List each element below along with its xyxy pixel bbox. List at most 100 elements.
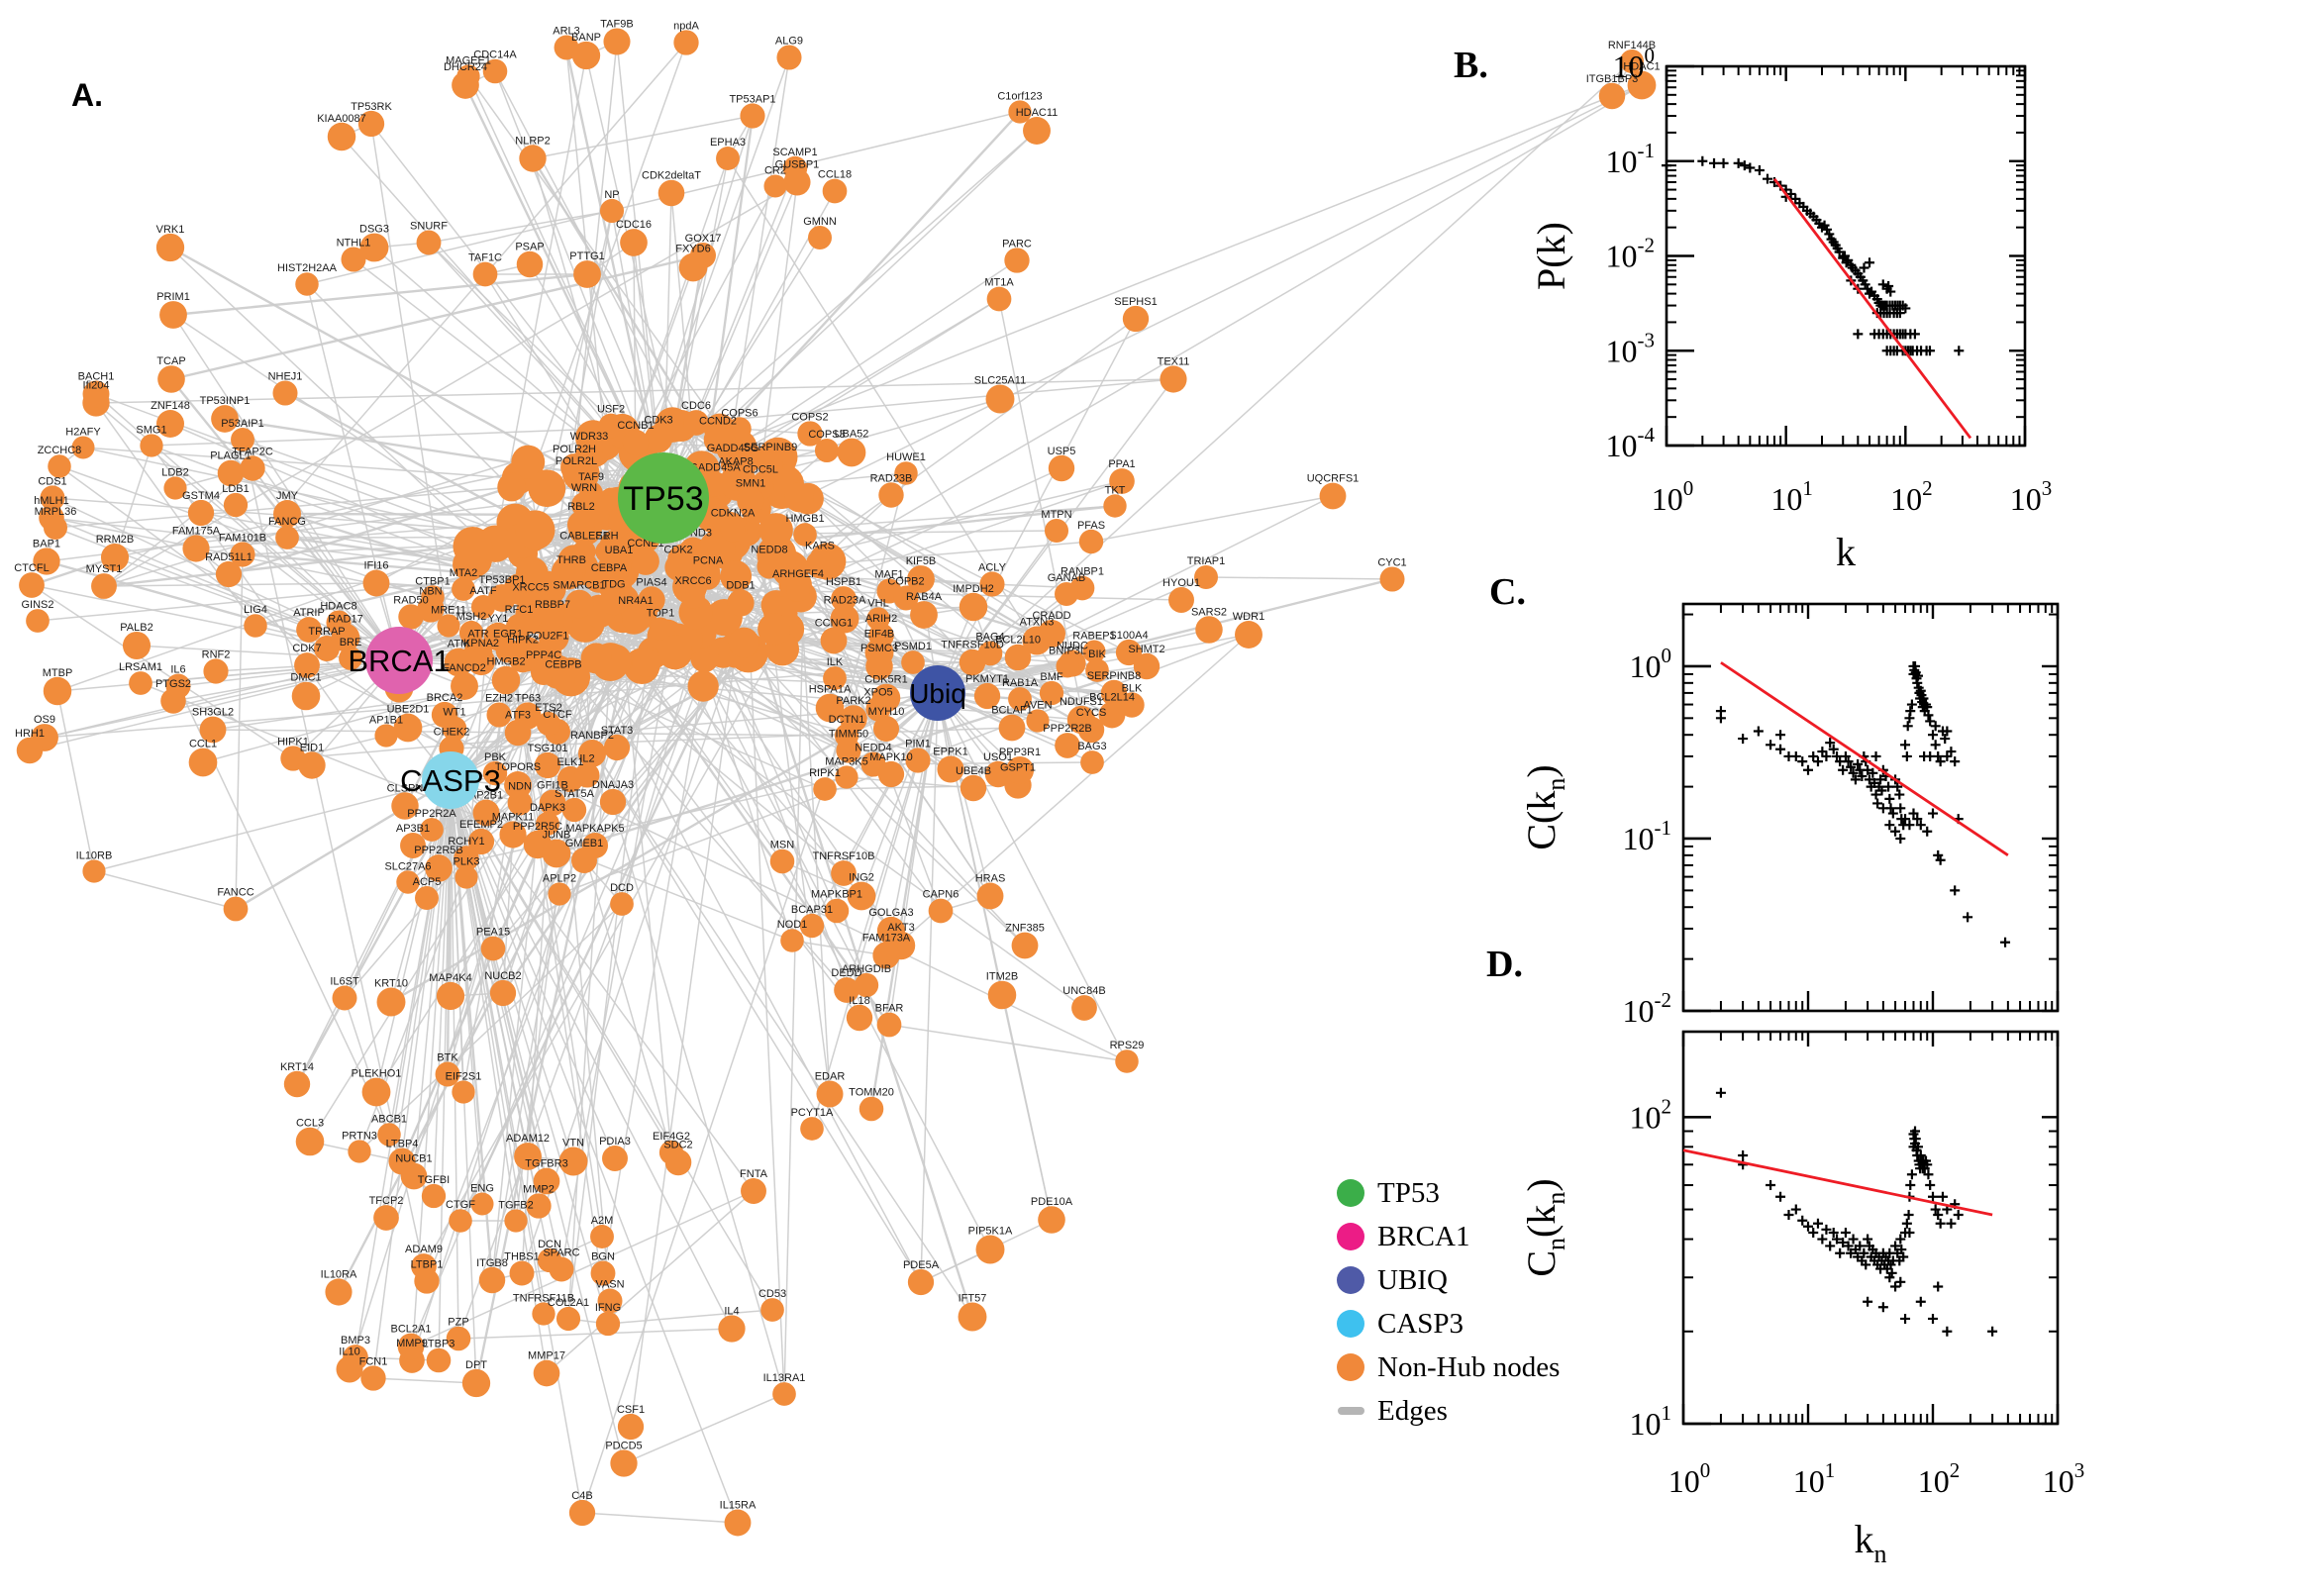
node-label: NEDD4 [855,742,891,753]
node-label: DDB1 [726,579,755,591]
chart-neighborhood-connectivity: 102 101 100 101 102 103 Cn(kn) kn [1525,1030,2084,1568]
network-node [959,592,988,622]
data-point-marker [1904,820,1915,831]
node-label: DCN [538,1239,561,1250]
node-label: RIPK1 [809,767,841,779]
node-label: ENG [470,1182,494,1194]
data-point-marker [1766,740,1776,750]
data-point-marker [1853,329,1864,340]
node-label: IL10RA [321,1268,357,1280]
legend-item-label: TP53 [1377,1176,1440,1209]
node-label: CAPN6 [923,889,960,901]
node-label: MMP9 [396,1338,428,1349]
y-axis-tick-label: 10-2 [1606,234,1656,274]
node-label: THRB [556,554,586,566]
data-point-marker [1886,1267,1897,1278]
chart-degree-distribution: 100 10-1 10-2 10-3 10-4 100 101 102 103 P(k) k [1529,44,2052,574]
node-label: TGFBI [418,1174,450,1186]
data-point-marker [1922,1159,1933,1170]
network-node [783,168,811,196]
data-point-marker [1835,1247,1846,1258]
node-label: PRTN3 [342,1130,377,1142]
brca1-swatch-icon [1337,1223,1364,1250]
node-label: HRAS [975,873,1006,885]
network-node [325,1278,353,1306]
node-label: RNF144B [1608,40,1656,51]
network-node [217,459,245,487]
hub-label: Ubiq [909,678,966,709]
node-label: HRH1 [15,728,45,740]
network-edge [103,582,377,587]
node-label: IMPDH2 [953,583,994,595]
data-point-marker [1715,706,1726,717]
node-label: CDC6 [681,400,711,412]
node-label: UQCRFS1 [1307,473,1360,485]
node-label: PCNA [693,554,724,566]
network-node [275,526,299,549]
chart-clustering-coefficient: 100 10-1 10-2 C(kn) [1525,602,2060,1029]
node-label: RAD51L1 [205,551,252,563]
node-label: CSF1 [617,1404,645,1416]
node-label: ZNF148 [151,400,190,412]
node-label: IL10 [339,1347,359,1358]
node-label: TP53INP1 [200,395,251,407]
data-point-marker [1895,1276,1906,1287]
node-label: RAB1A [1002,677,1039,689]
network-node [348,1140,371,1163]
node-label: Ifi204 [83,379,110,391]
data-point-marker [1864,774,1874,785]
node-label: IL18 [849,995,869,1007]
node-label: RFC1 [505,604,534,616]
network-node [504,1209,528,1233]
node-label: NUDC [1057,640,1088,651]
network-node [272,380,298,406]
network-node [673,30,699,55]
node-label: TRIAP1 [1187,555,1226,567]
network-node [1122,305,1150,333]
network-node [816,1080,844,1108]
network-node [657,635,693,670]
network-node [793,523,817,547]
node-label: CYC1 [1377,556,1406,568]
network-node [797,421,823,447]
network-edge [450,657,705,781]
network-node [215,560,243,588]
network-edge [653,651,892,932]
data-point-marker [1709,157,1720,168]
network-node [516,250,544,278]
node-label: BMP3 [341,1335,370,1347]
network-node [638,586,665,614]
network-edge [450,779,739,1524]
network-node [452,1080,475,1104]
network-node [400,833,426,858]
network-node [533,1167,560,1195]
network-edge [662,190,836,499]
data-point-marker [1875,774,1886,785]
panel-label-d: D. [1486,944,1523,985]
data-point-marker [1808,750,1819,761]
node-label: VTN [562,1138,584,1149]
data-point-marker [1933,750,1944,761]
network-node [574,762,600,788]
network-edge [775,505,1116,532]
nodes-layer [16,28,1657,1537]
node-label: PCYT1A [791,1107,834,1119]
data-point-marker [1909,329,1920,340]
node-label: RAD50 [393,594,428,606]
network-node [689,242,717,269]
node-label: PFAS [1077,520,1105,532]
data-point-marker [1935,756,1946,767]
data-point-marker [1925,716,1936,727]
network-node [188,748,218,777]
node-label: EZH2 [485,692,513,704]
node-label: BTK [437,1052,458,1064]
node-label: BMF [1040,671,1063,683]
node-label: HMGB1 [785,513,824,525]
node-label: GADD45A [689,461,741,473]
network-node [865,696,891,722]
network-node [420,818,444,842]
network-edge [172,314,400,661]
legend-item-brca1: BRCA1 [1337,1215,1560,1258]
data-point-marker [1868,767,1878,778]
network-edge [44,659,400,739]
